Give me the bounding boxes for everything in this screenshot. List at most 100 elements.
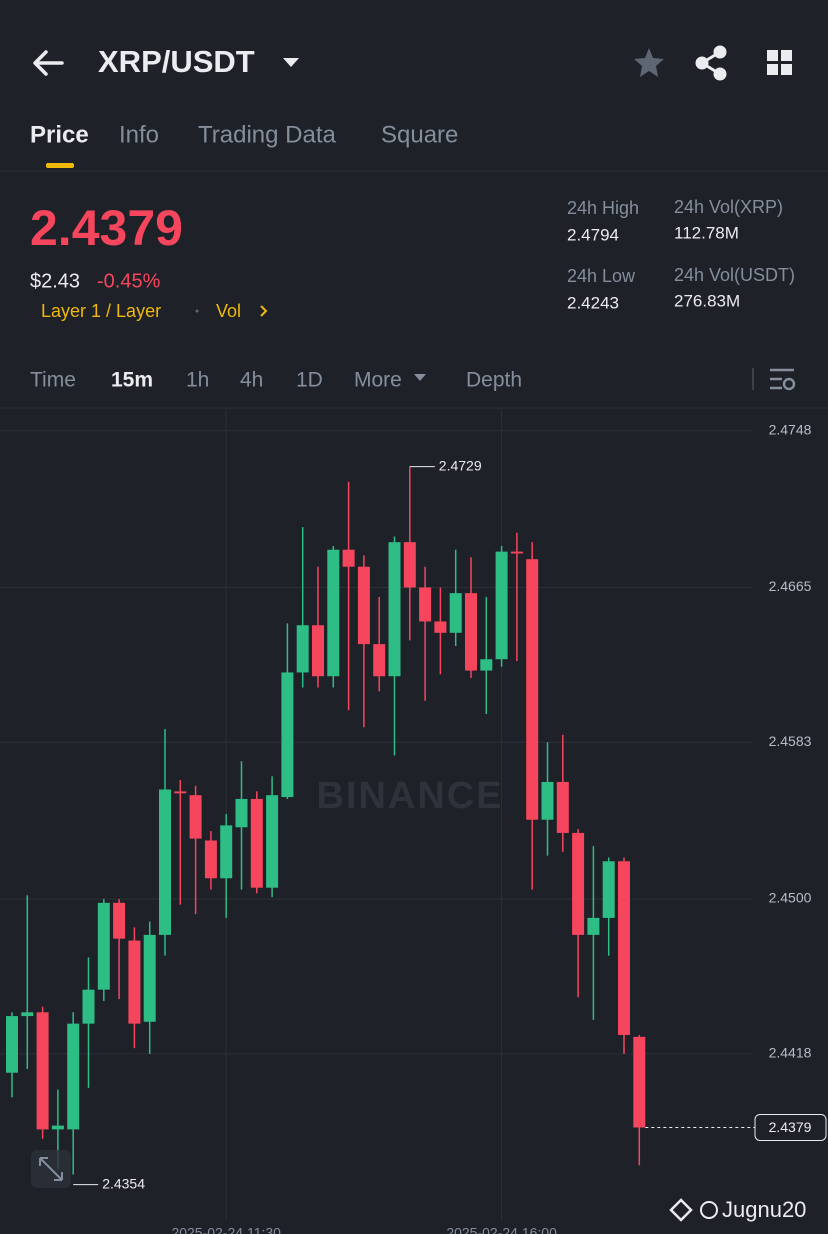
- x-tick-label: 2025-02-24 16:00: [446, 1225, 557, 1234]
- pair-dropdown[interactable]: [283, 58, 299, 67]
- stat-label: 24h Vol(USDT): [674, 265, 795, 285]
- y-tick-label: 2.4418: [769, 1045, 812, 1061]
- share-line: [701, 50, 721, 76]
- candle-body: [526, 559, 539, 820]
- candle-body: [143, 934, 156, 1022]
- interval[interactable]: 15m: [111, 369, 153, 392]
- stat-label: 24h Low: [567, 266, 636, 286]
- candle-body: [235, 798, 248, 828]
- tab-indicator: [46, 163, 74, 168]
- candle-body: [556, 781, 569, 833]
- candle-body: [113, 902, 126, 939]
- candle-body: [403, 542, 416, 588]
- interval[interactable]: 4h: [240, 369, 263, 392]
- candle-body: [449, 593, 462, 633]
- interval[interactable]: Time: [30, 369, 76, 392]
- y-tick-label: 2.4583: [769, 733, 812, 749]
- candle-body: [281, 672, 294, 798]
- interval[interactable]: 1h: [186, 369, 209, 392]
- interval[interactable]: More: [354, 369, 402, 392]
- tab[interactable]: Price: [30, 121, 89, 148]
- back-button[interactable]: [33, 50, 64, 76]
- last-price-label: 2.4379: [769, 1119, 812, 1135]
- candle-body: [602, 861, 615, 918]
- candle-body: [128, 940, 141, 1024]
- footer-avatar: [700, 1201, 718, 1219]
- y-tick-label: 2.4665: [769, 578, 812, 594]
- share-icon[interactable]: [695, 45, 727, 81]
- grid-menu-icon[interactable]: [767, 50, 792, 75]
- stat-label: 24h Vol(XRP): [674, 197, 783, 217]
- candle-body: [36, 1012, 49, 1130]
- candlestick-chart: BINANCE 2.4748 2.4665 2.4583 2.4500 2.4418 20…: [0, 410, 827, 1234]
- tab[interactable]: Square: [381, 121, 458, 148]
- stat-value: 276.83M: [674, 291, 740, 310]
- pair-title[interactable]: XRP/USDT: [98, 44, 255, 79]
- y-tick-label: 2.4500: [769, 890, 812, 906]
- candle-body: [357, 566, 370, 645]
- candle-body: [419, 587, 432, 622]
- favorite-icon[interactable]: [634, 48, 664, 77]
- fullscreen-button[interactable]: [31, 1150, 71, 1188]
- more-dropdown: [414, 374, 426, 381]
- candle-body: [572, 832, 585, 935]
- candle-body: [327, 549, 340, 677]
- candle-body: [6, 1016, 18, 1073]
- candle-body: [633, 1036, 646, 1128]
- grid-cell: [767, 64, 778, 75]
- footer-user: Jugnu20: [722, 1197, 806, 1222]
- usd-price: $2.43: [30, 270, 80, 292]
- candle-body: [388, 542, 401, 677]
- chart-settings-icon[interactable]: [770, 368, 796, 391]
- footer-logo: [669, 1198, 693, 1222]
- candle-body: [250, 798, 263, 888]
- candle-body: [21, 1012, 34, 1017]
- grid-cell: [767, 50, 778, 61]
- tab[interactable]: Info: [119, 121, 159, 148]
- candle-body: [51, 1125, 64, 1130]
- candle-body: [174, 791, 187, 794]
- price-change: -0.45%: [97, 270, 161, 292]
- candle-body: [541, 781, 554, 820]
- candle-body: [587, 917, 600, 935]
- candle-body: [97, 902, 110, 990]
- interval[interactable]: 1D: [296, 369, 323, 392]
- low-marker-label: 2.4354: [102, 1175, 145, 1191]
- stat-value: 2.4243: [567, 293, 619, 312]
- stat-value: 2.4794: [567, 225, 619, 244]
- candle-body: [312, 625, 324, 677]
- settings-lines: [770, 368, 794, 390]
- candle-body: [189, 795, 202, 839]
- stat-value: 112.78M: [674, 223, 739, 242]
- candle-body: [465, 593, 477, 671]
- grid-cell: [781, 50, 792, 61]
- category-tag[interactable]: Layer 1 / Layer: [41, 301, 161, 321]
- candle-body: [159, 789, 171, 935]
- candle-body: [220, 825, 233, 879]
- candle-body: [82, 989, 95, 1024]
- separator-dot: [195, 309, 199, 313]
- y-tick-label: 2.4748: [769, 421, 812, 437]
- back-icon: [33, 50, 64, 76]
- candle-body: [296, 625, 309, 673]
- high-marker-label: 2.4729: [439, 457, 482, 473]
- x-tick-label: 2025-02-24 11:30: [171, 1225, 281, 1234]
- candle-body: [266, 795, 279, 888]
- candle-body: [434, 621, 447, 633]
- settings-gear: [782, 377, 796, 391]
- grid-cell: [781, 64, 792, 75]
- watermark: BINANCE: [316, 775, 503, 817]
- candle-body: [618, 861, 630, 1035]
- candle-body: [67, 1023, 80, 1130]
- candle-body: [373, 644, 386, 677]
- candle-body: [204, 840, 217, 879]
- tab[interactable]: Trading Data: [198, 121, 337, 148]
- tag-chevron: [260, 305, 268, 317]
- interval[interactable]: Depth: [466, 369, 522, 392]
- last-price-box: [754, 1113, 827, 1141]
- category-tag[interactable]: Vol: [216, 301, 241, 321]
- candle-body: [480, 659, 493, 671]
- last-price: 2.4379: [30, 200, 183, 256]
